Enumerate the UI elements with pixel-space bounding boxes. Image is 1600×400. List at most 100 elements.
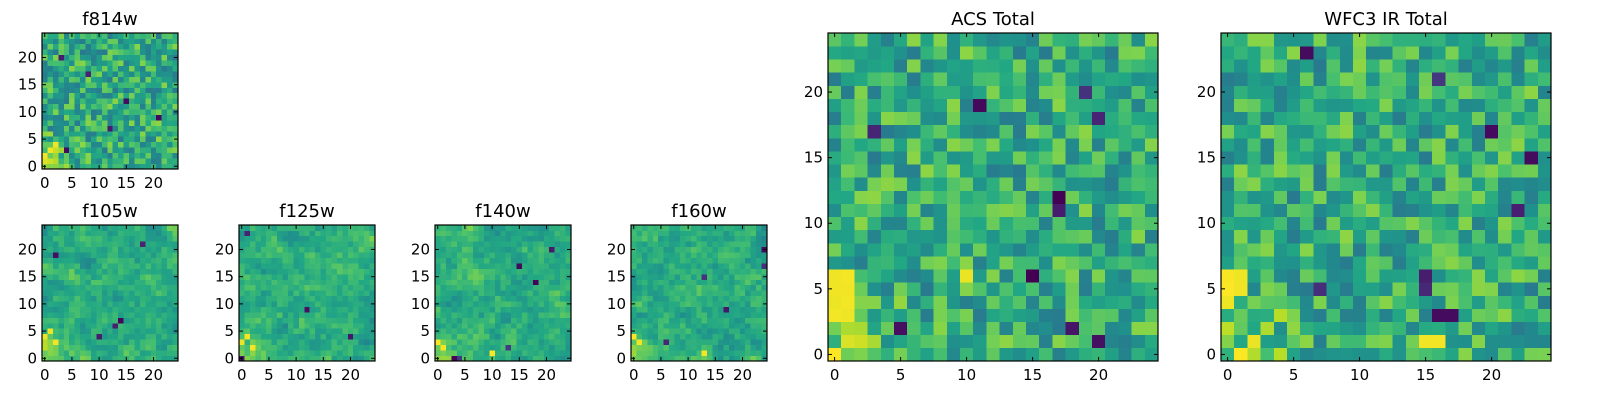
heatmap-cell	[1247, 33, 1261, 47]
heatmap-cell	[1300, 164, 1314, 178]
heatmap-cell	[728, 273, 735, 280]
heatmap-cell	[266, 263, 272, 269]
heatmap-cell	[47, 152, 54, 159]
heatmap-cell	[172, 98, 179, 105]
heatmap-cell	[255, 295, 262, 302]
heatmap-cell	[347, 322, 354, 329]
heatmap-cell	[894, 137, 908, 152]
heatmap-cell	[244, 230, 251, 237]
heatmap-cell	[663, 284, 670, 291]
heatmap-cell	[489, 317, 496, 324]
heatmap-cell	[1092, 216, 1106, 231]
heatmap-cell	[293, 230, 300, 237]
heatmap-cell	[96, 322, 103, 329]
heatmap-cell	[1273, 347, 1288, 362]
heatmap-cell	[271, 268, 278, 275]
heatmap-cell	[315, 241, 321, 248]
heatmap-cell	[150, 301, 157, 307]
heatmap-cell	[336, 284, 343, 291]
heatmap-cell	[123, 103, 130, 110]
heatmap-cell	[1445, 295, 1459, 309]
heatmap-cell	[112, 92, 119, 99]
heatmap-cell	[494, 252, 501, 258]
heatmap-cell	[1524, 111, 1539, 126]
heatmap-cell	[933, 137, 948, 152]
heatmap-cell	[750, 241, 757, 248]
heatmap-cell	[123, 38, 130, 45]
heatmap-cell	[255, 273, 262, 280]
heatmap-cell	[282, 333, 289, 340]
heatmap-cell	[52, 355, 59, 362]
heatmap-cell	[96, 60, 103, 66]
heatmap-cell	[260, 230, 267, 237]
y-tick-label: 5	[27, 130, 37, 148]
heatmap-cell	[841, 164, 855, 178]
heatmap-cell	[1458, 137, 1473, 152]
heatmap-cell	[123, 76, 130, 83]
heatmap-cell	[167, 339, 173, 346]
heatmap-cell	[478, 350, 485, 356]
heatmap-cell	[467, 268, 474, 275]
heatmap-cell	[960, 321, 974, 336]
heatmap-cell	[522, 312, 528, 318]
heatmap-cell	[933, 282, 948, 296]
heatmap-cell	[309, 252, 316, 258]
heatmap-cell	[139, 350, 146, 356]
heatmap-cell	[85, 246, 92, 253]
heatmap-cell	[707, 257, 713, 264]
heatmap-cell	[1485, 177, 1499, 191]
heatmap-cell	[129, 125, 135, 132]
heatmap-cell	[118, 49, 124, 56]
heatmap-cell	[841, 72, 855, 86]
heatmap-cell	[538, 290, 545, 297]
heatmap-cell	[74, 284, 81, 291]
heatmap-cell	[554, 333, 561, 340]
heatmap-cell	[669, 252, 675, 258]
heatmap-cell	[298, 273, 305, 280]
heatmap-cell	[1092, 98, 1106, 113]
heatmap-cell	[1078, 72, 1093, 86]
heatmap-cell	[701, 333, 708, 340]
heatmap-cell	[1078, 111, 1093, 126]
heatmap-cell	[1052, 98, 1066, 113]
heatmap-cell	[473, 344, 479, 351]
heatmap-cell	[1471, 46, 1486, 60]
heatmap-cell	[101, 344, 108, 351]
heatmap-cell	[347, 230, 354, 237]
heatmap-cell	[1247, 164, 1261, 178]
heatmap-cell	[112, 295, 119, 302]
heatmap-cell	[986, 229, 1000, 244]
heatmap-cell	[712, 273, 719, 280]
heatmap-cell	[1092, 85, 1106, 99]
heatmap-cell	[658, 350, 664, 356]
heatmap-cell	[331, 306, 338, 313]
heatmap-cell	[636, 225, 643, 231]
heatmap-cell	[894, 85, 908, 99]
heatmap-cell	[494, 301, 501, 307]
heatmap-cell	[1524, 269, 1539, 283]
heatmap-cell	[112, 141, 119, 148]
heatmap-cell	[326, 290, 332, 297]
heatmap-cell	[260, 241, 267, 248]
heatmap-cell	[1432, 111, 1446, 126]
heatmap-cell	[156, 43, 163, 50]
heatmap-cell	[532, 295, 539, 302]
heatmap-cell	[167, 120, 173, 126]
heatmap-cell	[167, 333, 173, 340]
heatmap-cell	[946, 59, 961, 73]
heatmap-cell	[1260, 229, 1275, 244]
heatmap-cell	[1234, 33, 1248, 47]
heatmap-cell	[1052, 256, 1066, 270]
heatmap-cell	[505, 317, 512, 324]
heatmap-cell	[505, 252, 512, 258]
heatmap-cell	[69, 333, 75, 340]
heatmap-cell	[999, 151, 1014, 165]
heatmap-cell	[342, 355, 349, 362]
heatmap-cell	[1379, 137, 1393, 152]
heatmap-cell	[500, 290, 507, 297]
heatmap-cell	[462, 252, 468, 258]
heatmap-cell	[145, 114, 152, 121]
heatmap-cell	[74, 71, 81, 77]
heatmap-cell	[549, 279, 556, 286]
heatmap-cell	[69, 136, 75, 143]
